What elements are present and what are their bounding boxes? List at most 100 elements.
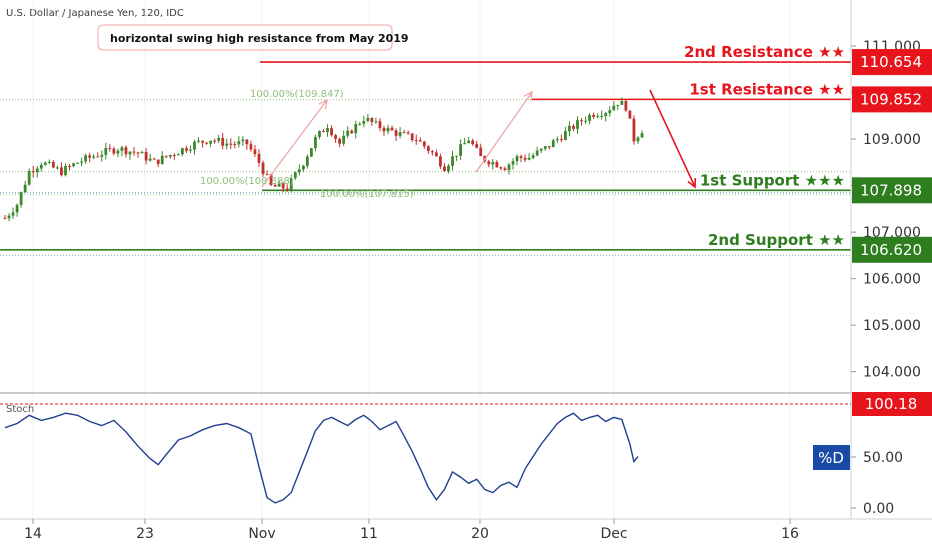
candle bbox=[378, 118, 382, 132]
candle bbox=[241, 136, 245, 146]
candle bbox=[434, 149, 438, 157]
candle bbox=[527, 153, 531, 161]
candle bbox=[410, 133, 414, 142]
candle bbox=[386, 124, 390, 135]
candle bbox=[112, 146, 116, 156]
candle bbox=[636, 136, 640, 144]
stoch-line bbox=[4, 412, 639, 504]
candle bbox=[201, 140, 204, 148]
candle bbox=[140, 150, 144, 154]
chart-title: U.S. Dollar / Japanese Yen, 120, IDC bbox=[6, 8, 184, 19]
x-tick-label: 20 bbox=[471, 526, 489, 542]
candle bbox=[120, 145, 124, 157]
candle bbox=[495, 160, 499, 168]
candle bbox=[297, 164, 301, 176]
candle bbox=[60, 162, 63, 177]
candle bbox=[221, 132, 225, 150]
candle bbox=[144, 148, 148, 165]
candle bbox=[3, 215, 7, 220]
trend-arrow[interactable] bbox=[475, 90, 533, 173]
annotation-border bbox=[97, 24, 393, 51]
candle bbox=[592, 112, 596, 119]
candle bbox=[164, 155, 168, 159]
x-tick-label: Nov bbox=[248, 526, 275, 542]
indicator-y-tick-label: 0.00 bbox=[863, 501, 894, 517]
level-label: 1st Resistance ★★ bbox=[689, 80, 845, 98]
annotation-box[interactable]: horizontal swing high resistance from Ma… bbox=[97, 24, 409, 51]
candle bbox=[39, 162, 43, 172]
candle bbox=[322, 128, 325, 133]
x-tick-label: 14 bbox=[24, 526, 42, 542]
candle bbox=[301, 164, 305, 173]
candle bbox=[394, 128, 398, 141]
candle bbox=[366, 114, 370, 123]
trend-arrows bbox=[261, 89, 697, 189]
candle bbox=[471, 138, 475, 146]
candle bbox=[189, 145, 192, 154]
trend-arrow[interactable] bbox=[261, 98, 328, 188]
fib-label: 100.00%(108.388) bbox=[200, 176, 294, 187]
candle bbox=[15, 203, 19, 217]
candle bbox=[56, 165, 59, 170]
candle bbox=[19, 191, 23, 208]
candle bbox=[43, 161, 47, 166]
candle bbox=[604, 111, 608, 122]
candle bbox=[418, 137, 422, 142]
x-tick-label: 16 bbox=[781, 526, 799, 542]
candle bbox=[459, 139, 462, 160]
indicator-pane: Stoch 100.18 50.00 0.00 %D bbox=[0, 392, 932, 517]
candle bbox=[398, 127, 402, 139]
candle bbox=[422, 140, 426, 150]
level-price-label: 109.852 bbox=[860, 90, 922, 108]
trend-arrow[interactable] bbox=[649, 89, 697, 189]
candle bbox=[273, 183, 277, 187]
candle bbox=[507, 162, 511, 175]
level-price-label: 110.654 bbox=[860, 53, 922, 71]
candle bbox=[463, 137, 467, 145]
candle bbox=[253, 145, 257, 157]
candle bbox=[205, 142, 208, 145]
candle bbox=[193, 139, 196, 155]
candle bbox=[584, 116, 587, 125]
y-tick-label: 105.000 bbox=[863, 318, 921, 334]
candle bbox=[72, 162, 75, 168]
candle bbox=[305, 154, 309, 169]
candle bbox=[555, 136, 559, 144]
candle bbox=[23, 180, 27, 193]
candle bbox=[354, 120, 358, 139]
candle bbox=[314, 134, 317, 152]
candle bbox=[455, 155, 458, 161]
x-tick-label: 23 bbox=[136, 526, 154, 542]
level-label: 2nd Resistance ★★ bbox=[684, 43, 845, 61]
stoch-series-line bbox=[4, 412, 639, 504]
candle bbox=[265, 170, 269, 176]
candle bbox=[160, 151, 164, 165]
candle bbox=[197, 137, 200, 144]
candle bbox=[628, 110, 632, 119]
candle bbox=[51, 160, 55, 169]
series-badge-label: %D bbox=[818, 449, 844, 467]
candle bbox=[370, 117, 374, 126]
price-axis[interactable]: 111.000110.000109.000108.000107.000106.0… bbox=[850, 0, 932, 519]
candle bbox=[156, 159, 160, 167]
candle bbox=[124, 145, 128, 158]
candle bbox=[519, 154, 523, 163]
candle bbox=[439, 153, 442, 170]
indicator-axis: 100.18 50.00 0.00 %D bbox=[0, 392, 932, 517]
candle bbox=[576, 116, 579, 134]
candle bbox=[233, 141, 237, 149]
candle bbox=[475, 140, 479, 149]
fib-label: 100.00%(107.815) bbox=[320, 189, 414, 200]
level-price-label: 107.898 bbox=[860, 181, 922, 199]
x-tick-label: 11 bbox=[360, 526, 378, 542]
candle bbox=[285, 184, 289, 192]
candle bbox=[523, 154, 527, 163]
time-axis[interactable]: 14 23 Nov 11 20 Dec 16 bbox=[24, 519, 799, 542]
candle bbox=[563, 126, 567, 141]
candle bbox=[608, 106, 612, 117]
candle bbox=[539, 148, 543, 154]
candle bbox=[487, 159, 491, 168]
candle bbox=[76, 162, 79, 164]
candle bbox=[68, 163, 71, 171]
